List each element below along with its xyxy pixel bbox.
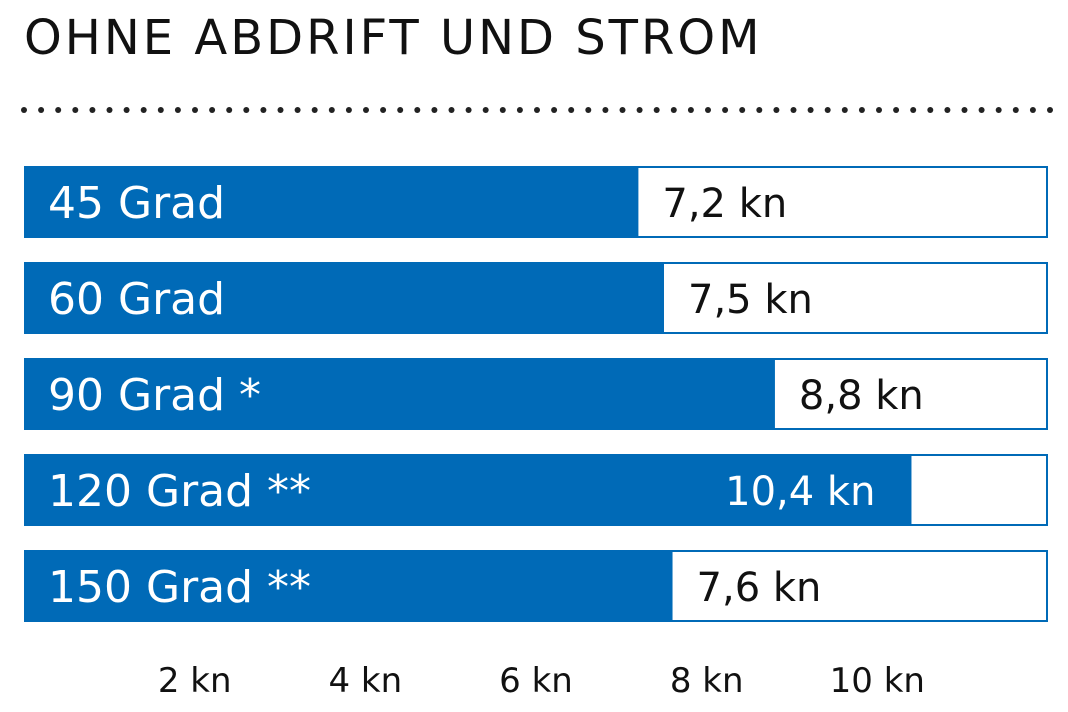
bar [24, 358, 775, 430]
separator-dot [687, 107, 694, 113]
separator-dot [55, 107, 62, 113]
separator-dot [978, 107, 985, 113]
bar [24, 262, 664, 334]
bar-row: 60 Grad 7,5 kn [24, 262, 1048, 334]
separator-dot [106, 107, 113, 113]
separator-dot [89, 107, 96, 113]
separator-dot [192, 107, 198, 113]
separator-dot [961, 107, 968, 113]
separator-dot [636, 107, 643, 113]
separator-dot [619, 107, 626, 113]
separator-dot [893, 107, 900, 113]
separator-dot [482, 107, 489, 113]
category-label: 120 Grad ** [48, 466, 311, 517]
separator-dot [397, 107, 404, 113]
separator-dot [1029, 107, 1036, 113]
separator-dot [858, 107, 865, 113]
separator-dot [568, 107, 575, 113]
separator-dot [739, 107, 746, 113]
separator-dot [277, 107, 284, 113]
category-label: 45 Grad [48, 178, 225, 229]
bar-row: 45 Grad 7,2 kn [24, 166, 1048, 238]
separator-dot [585, 107, 592, 113]
separator-dot [294, 107, 301, 113]
separator-dot [209, 107, 216, 113]
separator-dot [602, 107, 609, 113]
separator-dot [1047, 107, 1053, 113]
bar-row: 120 Grad ** 10,4 kn [24, 454, 1048, 526]
x-tick-label: 2 kn [158, 661, 232, 701]
separator-dot [140, 107, 147, 113]
separator-dot [226, 107, 233, 113]
value-label: 7,5 kn [688, 277, 813, 323]
separator-dot [995, 107, 1002, 113]
x-tick-label: 10 kn [830, 661, 925, 701]
separator-dot [431, 107, 438, 113]
separator-dot [773, 107, 780, 113]
separator-dot [157, 107, 164, 113]
value-label: 7,2 kn [662, 181, 787, 227]
separator-dot [927, 107, 934, 113]
value-label: 10,4 kn [725, 469, 875, 515]
x-tick-label: 6 kn [499, 661, 573, 701]
category-label: 60 Grad [48, 274, 225, 325]
separator-dot [260, 107, 267, 113]
bar [24, 166, 639, 238]
separator-dot [174, 107, 181, 113]
separator-dot [534, 107, 540, 113]
x-tick-label: 4 kn [328, 661, 402, 701]
separator-dot [653, 107, 660, 113]
bar-row: 150 Grad ** 7,6 kn [24, 550, 1048, 622]
separator-dot [790, 107, 797, 113]
separator-dot [465, 107, 472, 113]
separator-dot [38, 107, 45, 113]
separator-dot [944, 107, 951, 113]
x-tick-label: 8 kn [670, 661, 744, 701]
separator-dot [670, 107, 677, 113]
separator-dot [380, 107, 387, 113]
separator-dot [910, 107, 917, 113]
separator-dot [824, 107, 831, 113]
separator-dot [1012, 107, 1019, 113]
separator-dot [243, 107, 250, 113]
separator-dot [705, 107, 711, 113]
separator-dot [516, 107, 523, 113]
bar [24, 454, 912, 526]
separator-dot [499, 107, 506, 113]
separator-dot [345, 107, 352, 113]
separator-dot [311, 107, 318, 113]
category-label: 150 Grad ** [48, 562, 311, 613]
separator-dot [72, 107, 79, 113]
bar-row: 90 Grad * 8,8 kn [24, 358, 1048, 430]
category-label: 90 Grad * [48, 370, 261, 421]
separator-dot [363, 107, 369, 113]
separator-dot [756, 107, 763, 113]
separator-dot [21, 107, 27, 113]
separator-dot [807, 107, 814, 113]
separator-dot [551, 107, 558, 113]
separator-dot [876, 107, 882, 113]
separator-dot [722, 107, 729, 113]
separator-dot [123, 107, 130, 113]
bar [24, 550, 673, 622]
separator-dot [841, 107, 848, 113]
separator-dot [448, 107, 455, 113]
value-label: 8,8 kn [799, 373, 924, 419]
chart-title: OHNE ABDRIFT UND STROM [24, 10, 763, 66]
dotted-separator [21, 107, 1053, 113]
separator-dot [328, 107, 335, 113]
separator-dot [414, 107, 421, 113]
value-label: 7,6 kn [697, 565, 822, 611]
